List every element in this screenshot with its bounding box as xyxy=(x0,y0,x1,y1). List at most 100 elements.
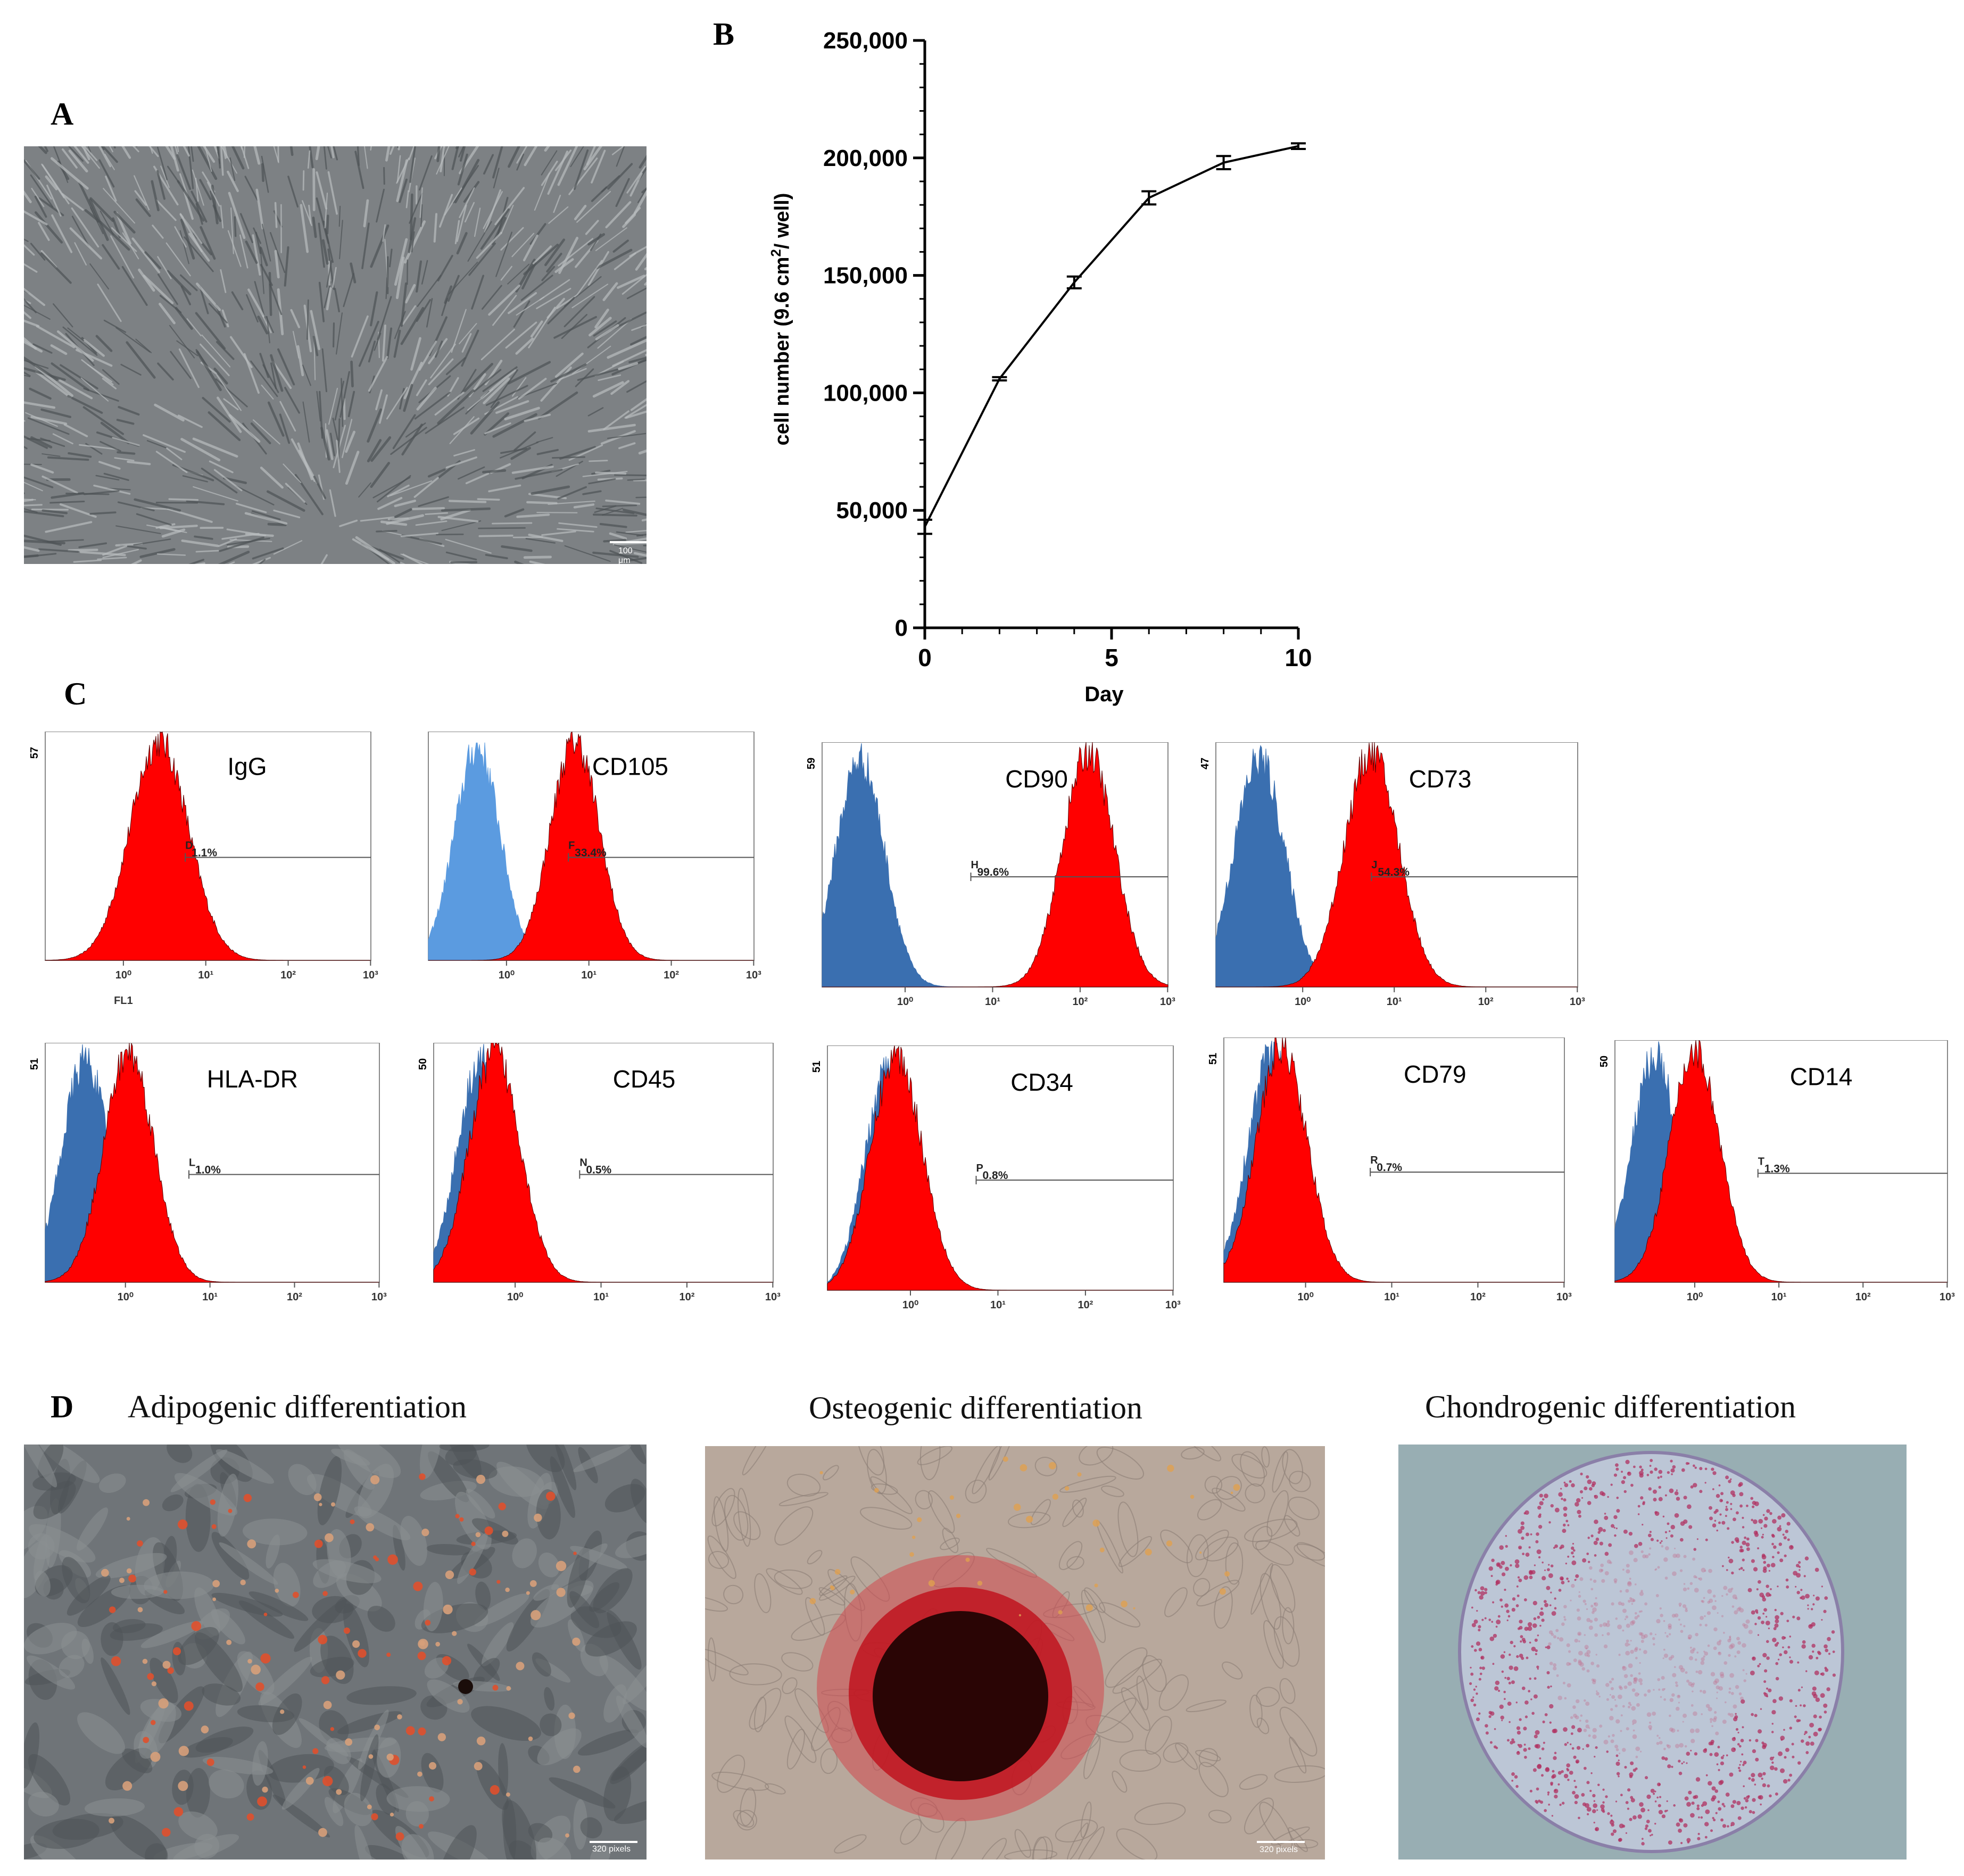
cell-streak xyxy=(554,352,584,378)
chondrocyte-dot xyxy=(1805,1751,1809,1754)
chondrocyte-dot xyxy=(1654,1790,1656,1792)
chondrocyte-dot xyxy=(1549,1704,1554,1709)
chondrocyte-dot xyxy=(1745,1799,1749,1803)
cell-streak xyxy=(357,146,360,167)
cell-streak xyxy=(335,312,343,355)
chondrocyte-dot xyxy=(1580,1714,1583,1717)
cell-streak xyxy=(480,328,515,361)
chondrocyte-dot xyxy=(1570,1716,1573,1719)
chondrocyte-dot xyxy=(1507,1701,1512,1706)
chondrocyte-dot xyxy=(1550,1685,1552,1688)
lipid-droplet xyxy=(572,1637,581,1646)
cell-body xyxy=(532,1652,551,1677)
chondrocyte-dot xyxy=(1654,1800,1657,1803)
cell-body xyxy=(327,1529,351,1578)
chondrocyte-dot xyxy=(1577,1509,1581,1514)
cell-body xyxy=(331,1448,370,1466)
chondrocyte-dot xyxy=(1611,1695,1615,1699)
chondrocyte-dot xyxy=(1784,1554,1787,1557)
cell-streak xyxy=(342,419,353,459)
chondrocyte-dot xyxy=(1763,1566,1767,1571)
chondrocyte-dot xyxy=(1675,1681,1678,1684)
lipid-droplet xyxy=(506,1686,511,1691)
chondrocyte-dot xyxy=(1738,1692,1742,1696)
cell-streak xyxy=(386,387,408,420)
chondrocyte-dot xyxy=(1470,1672,1474,1676)
chondrocyte-dot xyxy=(1503,1651,1506,1653)
chondrocyte-dot xyxy=(1696,1538,1698,1540)
cell-streak xyxy=(437,516,479,522)
chondrocyte-dot xyxy=(1543,1600,1547,1604)
cell-streak xyxy=(492,295,517,326)
chondrocyte-dot xyxy=(1666,1800,1668,1802)
cell-streak xyxy=(34,195,47,218)
fibroblast-micrograph: 100 μm xyxy=(24,146,647,564)
cell-streak xyxy=(36,325,76,348)
stain-speck xyxy=(1230,1491,1233,1495)
cell-outline xyxy=(1055,1819,1098,1842)
lipid-droplet xyxy=(119,1578,125,1583)
chondrocyte-dot xyxy=(1683,1496,1687,1500)
lipid-droplet xyxy=(367,1804,372,1809)
chondrocyte-dot xyxy=(1766,1640,1769,1643)
chondrocyte-dot xyxy=(1725,1508,1728,1512)
chondrocyte-dot xyxy=(1712,1595,1716,1598)
chondrocyte-dot xyxy=(1738,1483,1742,1487)
cell-outline xyxy=(1134,1803,1186,1825)
chondrocyte-dot xyxy=(1563,1506,1568,1511)
cell-outline xyxy=(733,1511,761,1540)
lipid-droplet xyxy=(546,1491,556,1501)
chondrocyte-dot xyxy=(1688,1790,1692,1795)
cell-streak xyxy=(589,317,612,337)
chondrocyte-dot xyxy=(1704,1836,1708,1839)
chondrocyte-dot xyxy=(1476,1717,1480,1722)
chondrocyte-dot xyxy=(1621,1480,1626,1484)
cell-streak xyxy=(255,231,262,254)
chondrocyte-dot xyxy=(1735,1728,1739,1731)
chondrocyte-dot xyxy=(1718,1651,1722,1656)
cell-streak xyxy=(339,371,350,418)
chondrocyte-dot xyxy=(1650,1788,1655,1793)
chondrocyte-dot xyxy=(1618,1775,1620,1778)
osteogenic-texture xyxy=(705,1446,1325,1860)
chondrocyte-dot xyxy=(1506,1619,1509,1622)
chondrocyte-dot xyxy=(1648,1721,1652,1724)
cell-body xyxy=(599,1655,647,1711)
cell-body xyxy=(419,1445,442,1479)
chondrocyte-dot xyxy=(1780,1736,1785,1740)
cell-streak xyxy=(273,146,279,163)
cell-body xyxy=(35,1571,51,1597)
chondrocyte-dot xyxy=(1574,1794,1579,1799)
cell-streak xyxy=(515,468,563,480)
chondrocyte-dot xyxy=(1649,1728,1652,1731)
marker-label: CD79 xyxy=(1404,1060,1466,1088)
chondrocyte-dot xyxy=(1690,1813,1695,1818)
cell-streak xyxy=(585,220,599,235)
cell-streak xyxy=(239,234,248,269)
chondrocyte-dot xyxy=(1674,1513,1679,1518)
decade-label: 10² xyxy=(280,969,296,981)
cell-streak xyxy=(159,303,176,325)
chondrocyte-dot xyxy=(1485,1724,1488,1728)
osteogenic-scale-bar xyxy=(1257,1841,1305,1843)
chondrocyte-dot xyxy=(1571,1483,1575,1488)
chondrocyte-dot xyxy=(1669,1727,1673,1732)
cell-body xyxy=(358,1464,394,1518)
chondrocyte-dot xyxy=(1586,1744,1590,1748)
cell-streak xyxy=(599,522,627,528)
chondrocyte-dot xyxy=(1547,1568,1550,1572)
cell-outline xyxy=(860,1507,913,1530)
cell-body xyxy=(533,1584,559,1601)
cell-body xyxy=(268,1754,334,1783)
cell-streak xyxy=(441,297,449,317)
chondrocyte-dot xyxy=(1604,1515,1609,1520)
chondrocyte-dot xyxy=(1785,1530,1788,1533)
cell-streak xyxy=(558,237,579,274)
chondrocyte-dot xyxy=(1476,1609,1478,1612)
stained-histogram xyxy=(433,1043,773,1283)
chondrocyte-dot xyxy=(1752,1811,1755,1814)
marker-label: HLA-DR xyxy=(207,1065,298,1093)
stain-speck xyxy=(1058,1610,1063,1615)
cell-outline xyxy=(1296,1542,1325,1568)
cell-streak xyxy=(597,318,632,349)
